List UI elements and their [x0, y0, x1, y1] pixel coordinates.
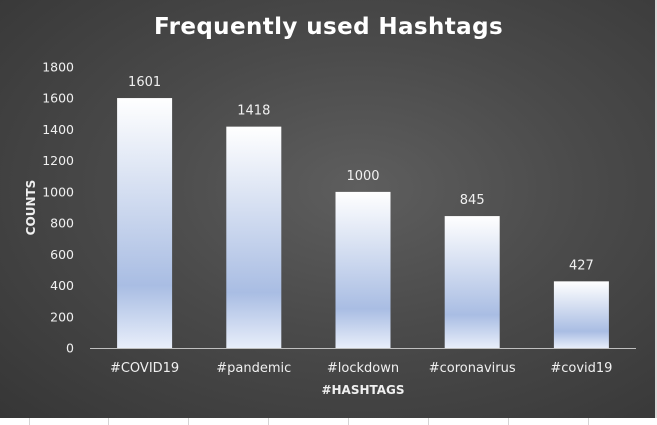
data-label: 1418: [237, 104, 270, 119]
x-category-label: #lockdown: [327, 361, 399, 376]
x-category-label: #pandemic: [216, 361, 291, 376]
sheet-gridline: [508, 418, 509, 425]
sheet-gridline: [29, 418, 30, 425]
x-category-label: #coronavirus: [429, 361, 516, 376]
y-tick-label: 1800: [42, 60, 74, 75]
bar: [444, 216, 500, 348]
sheet-gridline: [108, 418, 109, 425]
data-label: 1000: [346, 169, 379, 184]
y-axis-ticks: 0 200 400 600 800 1000 1200 1400 1600 1800: [42, 60, 74, 356]
y-tick-label: 1200: [42, 153, 74, 168]
bars: [117, 98, 609, 349]
data-label: 427: [569, 258, 594, 273]
x-axis-categories: #COVID19 #pandemic #lockdown #coronavirus #c…: [110, 361, 612, 376]
y-tick-label: 1000: [42, 184, 74, 199]
y-tick-label: 1600: [42, 91, 74, 106]
bar: [335, 191, 391, 348]
x-axis-title: #HASHTAGS: [321, 383, 404, 397]
bar: [117, 98, 173, 349]
y-axis-title: COUNTS: [24, 180, 38, 236]
y-tick-label: 600: [50, 247, 74, 262]
bar: [553, 281, 609, 348]
y-tick-label: 400: [50, 278, 74, 293]
y-tick-label: 800: [50, 216, 74, 231]
bar: [226, 126, 282, 348]
x-category-label: #covid19: [550, 361, 612, 376]
sheet-gridline: [428, 418, 429, 425]
x-category-label: #COVID19: [110, 361, 179, 376]
y-tick-label: 1400: [42, 122, 74, 137]
sheet-gridline: [588, 418, 589, 425]
chart-title: Frequently used Hashtags: [153, 14, 504, 40]
sheet-gridline: [188, 418, 189, 425]
sheet-gridline: [348, 418, 349, 425]
data-label: 845: [460, 193, 485, 208]
y-tick-label: 200: [50, 309, 74, 324]
data-labels: 1601 1418 1000 845 427: [128, 75, 594, 273]
data-label: 1601: [128, 75, 161, 90]
sheet-gridstrip: [0, 418, 657, 425]
sheet-gridline: [268, 418, 269, 425]
y-tick-label: 0: [66, 341, 74, 356]
